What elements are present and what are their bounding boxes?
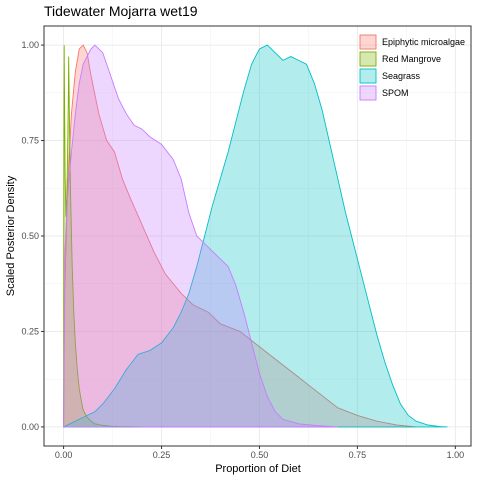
legend-key-epiphytic-microalgae: [359, 34, 377, 50]
legend-label-red-mangrove: Red Mangrove: [382, 54, 441, 64]
x-tick-label: 0.00: [55, 450, 73, 460]
y-tick-label: 0.75: [21, 136, 39, 146]
legend: Epiphytic microalgae Red Mangrove Seagrass…: [359, 34, 465, 101]
legend-label-spom: SPOM: [382, 88, 409, 98]
legend-key-spom: [359, 85, 377, 101]
legend-label-epiphytic-microalgae: Epiphytic microalgae: [382, 37, 465, 47]
x-tick-label: 0.75: [349, 450, 367, 460]
y-tick-label: 0.25: [21, 326, 39, 336]
series-layer: [63, 44, 448, 428]
y-axis-title: Scaled Posterior Density: [5, 175, 17, 296]
y-tick-label: 0.50: [21, 231, 39, 241]
x-tick-label: 1.00: [447, 450, 465, 460]
y-axis: 0.00 0.25 0.50 0.75 1.00: [21, 40, 44, 432]
y-tick-label: 1.00: [21, 40, 39, 50]
density-area-epiphytic-microalgae: [63, 44, 417, 428]
chart-title: Tidewater Mojarra wet19: [44, 3, 198, 19]
x-tick-label: 0.25: [153, 450, 171, 460]
y-tick-label: 0.00: [21, 422, 39, 432]
legend-key-seagrass: [359, 68, 377, 84]
density-area-red-mangrove: [63, 45, 142, 428]
density-area-seagrass: [63, 44, 448, 428]
legend-label-seagrass: Seagrass: [382, 71, 421, 81]
legend-key-red-mangrove: [359, 51, 377, 67]
x-axis-title: Proportion of Diet: [215, 463, 301, 475]
x-axis: 0.00 0.25 0.50 0.75 1.00: [55, 446, 464, 460]
density-area-spom: [63, 44, 338, 428]
x-tick-label: 0.50: [251, 450, 269, 460]
